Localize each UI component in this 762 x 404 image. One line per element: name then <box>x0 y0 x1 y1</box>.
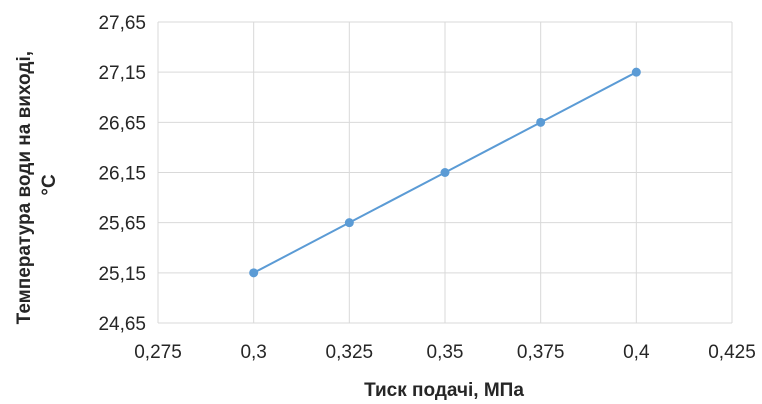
x-tick-labels: 0,275 0,3 0,325 0,35 0,375 0,4 0,425 <box>134 342 756 363</box>
data-point <box>536 117 546 127</box>
data-point <box>249 268 259 278</box>
y-axis-title: Температура води на виході, °С <box>14 46 60 325</box>
x-tick-label: 0,375 <box>517 342 565 363</box>
data-point <box>631 67 641 77</box>
x-tick-label: 0,425 <box>708 342 756 363</box>
y-tick-label: 25,15 <box>98 264 146 285</box>
y-axis-title-line-2: °С <box>39 174 60 196</box>
y-axis-title-line-1: Температура води на виході, <box>14 51 35 324</box>
y-tick-labels: 27,65 27,15 26,65 26,15 25,65 25,15 24,65 <box>98 13 146 335</box>
x-tick-label: 0,3 <box>240 342 266 363</box>
x-tick-label: 0,4 <box>623 342 650 363</box>
x-tick-label: 0,325 <box>326 342 374 363</box>
y-tick-label: 27,15 <box>98 63 146 84</box>
x-tick-label: 0,275 <box>134 342 182 363</box>
data-point <box>344 218 354 228</box>
x-axis-title: Тиск подачі, МПа <box>364 380 524 401</box>
data-point <box>440 168 450 177</box>
data-series <box>249 67 641 278</box>
y-tick-label: 24,65 <box>98 314 146 335</box>
x-tick-label: 0,35 <box>427 342 464 363</box>
y-tick-label: 25,65 <box>98 214 146 235</box>
y-tick-label: 26,65 <box>98 113 146 134</box>
y-tick-label: 26,15 <box>98 164 146 185</box>
y-tick-label: 27,65 <box>98 13 146 34</box>
